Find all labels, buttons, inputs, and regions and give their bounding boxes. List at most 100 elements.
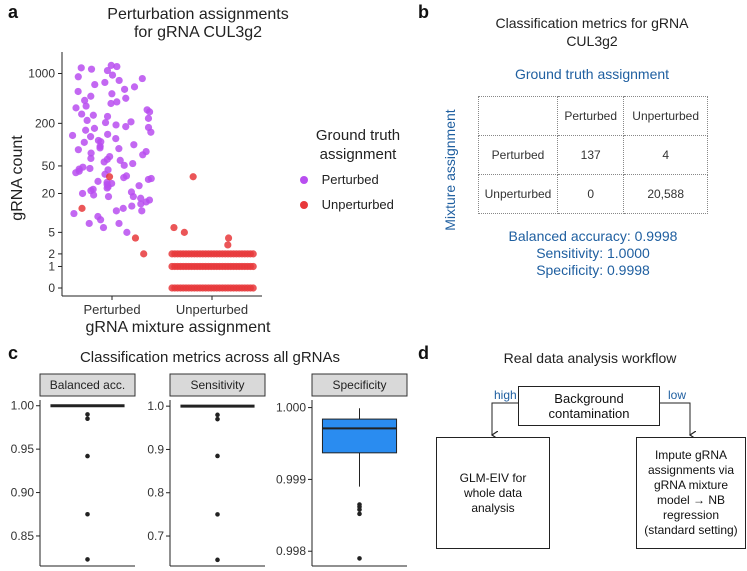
y-tick-label: 0.9 [147, 442, 164, 456]
box-plots-c: Balanced acc. 0.85 0.90 0.95 1.00 Sensitivity… [11, 373, 408, 567]
data-point [112, 134, 120, 143]
box-panel-balanced-accuracy: Balanced acc. 0.85 0.90 0.95 1.00 [11, 373, 136, 567]
data-point [249, 284, 257, 292]
outlier-point [85, 416, 90, 422]
column-header-ground-truth: Ground truth assignment [514, 66, 670, 82]
data-point [74, 146, 82, 154]
data-point [116, 156, 124, 164]
panel-b-title-line2: CUL3g2 [566, 33, 618, 49]
data-point [78, 204, 86, 212]
y-tick-label: 2 [48, 247, 55, 261]
legend-title-line2: assignment [319, 146, 397, 163]
data-point [97, 138, 105, 146]
data-point [108, 71, 117, 79]
data-point [70, 209, 78, 218]
data-point [129, 159, 137, 168]
data-point [87, 149, 95, 157]
data-point [80, 138, 88, 146]
panel-d-title: Real data analysis workflow [503, 350, 677, 366]
cell-unperturbed-perturbed: 0 [556, 174, 625, 214]
confusion-matrix-header-row: Perturbed Unperturbed [478, 96, 708, 136]
outlier-point [215, 512, 220, 517]
background-contamination-line2: contamination [548, 406, 630, 421]
outlier-point [215, 453, 220, 459]
data-point [113, 98, 121, 106]
data-point [99, 223, 108, 232]
outlier-point [215, 416, 220, 422]
y-tick-label: 0.95 [11, 442, 35, 456]
outlier-point [85, 412, 90, 417]
outlier-point [357, 507, 362, 512]
outlier-point [215, 557, 220, 563]
y-tick-label: 0.85 [11, 529, 35, 543]
data-point [249, 262, 257, 271]
data-point [144, 123, 153, 132]
impute-line5: regression [662, 508, 719, 522]
data-point [82, 126, 90, 134]
background-contamination-box: Background contamination [518, 386, 660, 426]
panel-a-title-line1: Perturbation assignments [107, 6, 289, 23]
data-point [123, 228, 131, 236]
y-tick-label: 20 [42, 186, 56, 200]
high-label: high [494, 388, 517, 402]
data-point [74, 87, 82, 96]
y-tick-label: 0.7 [147, 529, 164, 543]
data-point [75, 165, 83, 173]
data-point [87, 154, 95, 162]
panel-a-title: Perturbation assignments for gRNA CUL3g2 [78, 6, 318, 42]
data-point [103, 155, 111, 163]
row-label-perturbed: Perturbed [478, 135, 558, 175]
outlier-point [215, 412, 220, 418]
data-point [112, 207, 120, 215]
legend-item-perturbed: Perturbed [288, 172, 428, 187]
data-point [129, 192, 137, 201]
data-point [96, 216, 105, 224]
data-point [104, 130, 112, 138]
data-point [87, 65, 96, 73]
data-point [68, 131, 77, 140]
data-point [103, 66, 112, 75]
data-point [87, 133, 95, 141]
strip-label: Specificity [332, 378, 386, 392]
y-tick-label: 1000 [28, 67, 55, 81]
data-point [140, 250, 148, 258]
data-point [120, 85, 129, 93]
data-point [145, 108, 154, 116]
arrow-low [658, 402, 690, 435]
legend-item-unperturbed: Unperturbed [288, 197, 428, 212]
data-point [105, 173, 114, 181]
workflow-arrows [430, 402, 747, 500]
data-point [128, 202, 136, 210]
confusion-matrix: Perturbed Unperturbed Perturbed 137 4 Un… [478, 96, 708, 214]
data-point [87, 92, 95, 100]
glm-eiv-line3: analysis [471, 500, 515, 515]
table-row: Perturbed 137 4 [478, 135, 708, 175]
y-tick-label: 200 [35, 116, 55, 130]
metrics-summary: Balanced accuracy: 0.9998 Sensitivity: 1… [470, 228, 716, 279]
data-point [130, 141, 138, 149]
arrow-high [492, 402, 518, 435]
data-point [90, 191, 98, 199]
data-point [120, 161, 128, 169]
strip [169, 373, 266, 397]
y-tick-label: 1 [48, 259, 55, 273]
column-label-unperturbed: Unperturbed [623, 96, 708, 136]
data-point [89, 111, 97, 119]
data-point [85, 219, 93, 228]
impute-line6: (standard setting) [644, 523, 738, 537]
row-header-mixture: Mixture assignment [442, 109, 458, 231]
data-point [119, 204, 127, 212]
data-point [131, 234, 140, 242]
sensitivity-value: Sensitivity: 1.0000 [536, 245, 650, 261]
panel-letter-a: a [8, 2, 19, 22]
data-point [103, 112, 112, 121]
impute-line4: model → NB [656, 493, 725, 507]
data-point [96, 144, 104, 152]
x-axis-label: gRNA mixture assignment [86, 319, 272, 336]
outlier-point [357, 556, 362, 561]
impute-line1: Impute gRNA [654, 448, 727, 462]
data-point [139, 151, 147, 159]
impute-box: Impute gRNA assignments via gRNA mixture… [636, 437, 746, 549]
data-point [122, 123, 130, 131]
data-point [113, 62, 121, 71]
